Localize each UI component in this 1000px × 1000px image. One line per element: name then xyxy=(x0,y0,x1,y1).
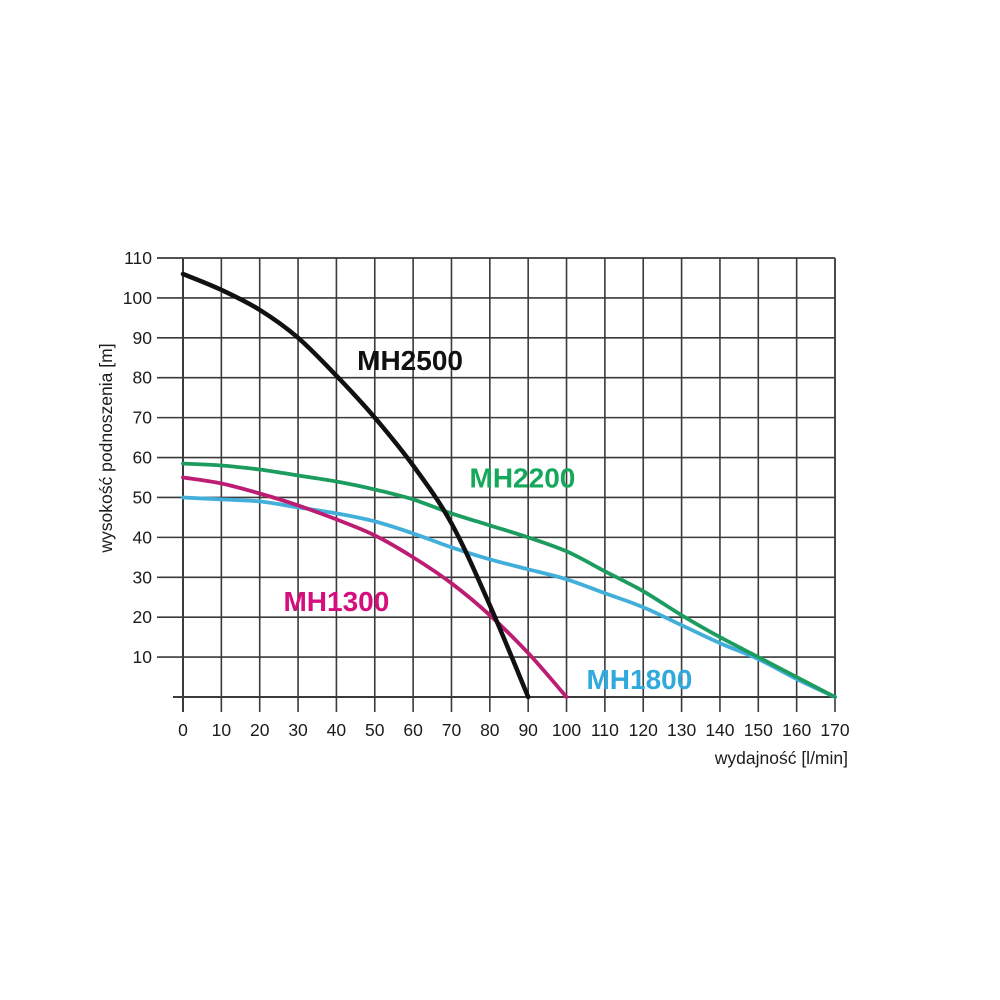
x-tick-label: 110 xyxy=(591,720,619,740)
x-tick-label: 10 xyxy=(212,720,232,740)
x-tick-label: 70 xyxy=(442,720,462,740)
x-axis-title: wydajność [l/min] xyxy=(714,748,848,768)
x-tick-label: 40 xyxy=(327,720,347,740)
curve-label-MH2500: MH2500 xyxy=(357,345,463,376)
y-axis-title: wysokość podnoszenia [m] xyxy=(96,343,116,553)
x-tick-label: 60 xyxy=(403,720,423,740)
curve-label-MH1300: MH1300 xyxy=(283,586,389,617)
x-tick-label: 30 xyxy=(288,720,308,740)
x-tick-label: 0 xyxy=(178,720,188,740)
x-tick-label: 140 xyxy=(705,720,734,740)
pump-curves xyxy=(180,271,837,700)
y-tick-label: 80 xyxy=(133,368,153,388)
curve-labels: MH1800 MH2200 MH1300 MH2500 xyxy=(283,345,692,695)
y-tick-label: 50 xyxy=(133,487,153,507)
curve-MH2500 xyxy=(180,271,531,700)
x-tick-label: 90 xyxy=(518,720,538,740)
x-tick-label: 150 xyxy=(744,720,773,740)
curve-label-MH2200: MH2200 xyxy=(470,463,576,494)
y-tick-label: 30 xyxy=(133,567,153,587)
curve-label-MH1800: MH1800 xyxy=(586,664,692,695)
y-tick-label: 60 xyxy=(133,448,153,468)
y-tick-label: 110 xyxy=(124,248,152,268)
y-tick-label: 40 xyxy=(133,527,153,547)
y-tick-label: 90 xyxy=(133,328,153,348)
x-tick-label: 50 xyxy=(365,720,385,740)
gridlines xyxy=(157,257,836,712)
y-tick-label: 10 xyxy=(133,647,153,667)
curve-MH1800 xyxy=(181,495,837,699)
x-tick-label: 80 xyxy=(480,720,500,740)
x-tick-label: 120 xyxy=(629,720,658,740)
x-tick-label: 20 xyxy=(250,720,270,740)
x-tick-label: 170 xyxy=(820,720,849,740)
curve-MH2200 xyxy=(181,461,837,699)
x-tick-label: 100 xyxy=(552,720,581,740)
y-tick-label: 20 xyxy=(133,607,153,627)
y-tick-label: 100 xyxy=(123,288,152,308)
x-tick-label: 130 xyxy=(667,720,696,740)
axis-tick-labels: 0 10 20 30 40 50 60 70 80 90 100 110 120 130 140 150 160… xyxy=(123,248,850,740)
y-tick-label: 70 xyxy=(133,408,153,428)
x-tick-label: 160 xyxy=(782,720,811,740)
